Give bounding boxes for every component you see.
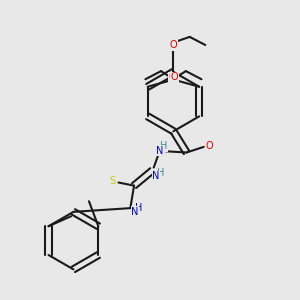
Text: H: H <box>135 203 143 213</box>
Text: O: O <box>169 40 177 50</box>
Text: O: O <box>169 72 176 82</box>
Text: H: H <box>157 167 164 178</box>
Text: S: S <box>110 176 116 186</box>
Text: H: H <box>160 141 167 151</box>
Text: N: N <box>131 207 138 217</box>
Text: O: O <box>206 141 213 151</box>
Text: N: N <box>152 171 160 181</box>
Text: N: N <box>156 146 164 156</box>
Text: O: O <box>171 72 178 82</box>
